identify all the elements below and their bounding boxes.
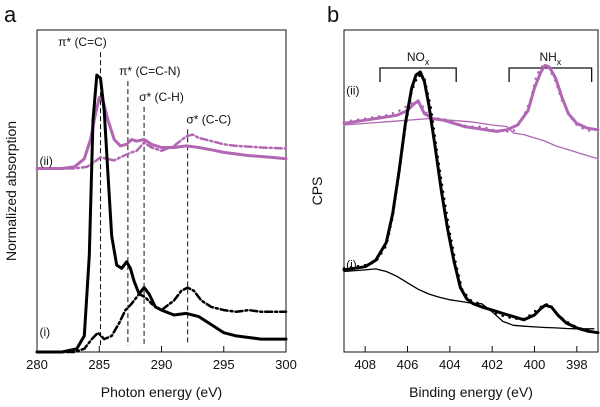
panel-b-y-axis-label: CPS: [309, 177, 325, 206]
panel-a-series: [35, 73, 288, 354]
annotation-label: π* (C=C-N): [119, 64, 180, 78]
x-tick-label: 408: [354, 357, 376, 372]
series-line--ii-fit-envelope: [342, 63, 600, 133]
panel-b-series-labels: (ii) (i): [346, 83, 359, 271]
panel-a-frame: [36, 29, 287, 353]
panel-b-x-ticks: 408 406 404 402 400 398: [354, 346, 588, 372]
panel-a-letter: a: [4, 2, 17, 27]
series-line--ii-background: [343, 117, 599, 160]
annotation-label: π* (C=C): [58, 35, 107, 49]
series-line--ii-solid: [35, 96, 288, 170]
bracket-label: NHx: [539, 50, 561, 67]
x-tick-label: 280: [26, 357, 48, 372]
x-tick-label: 300: [275, 357, 297, 372]
x-tick-label: 295: [213, 357, 235, 372]
series-line--i-solid: [35, 73, 288, 354]
panel-b-letter: b: [327, 2, 339, 27]
panel-a-chart: a π* (C=C) π* (C=C-N) σ* (C-H)σ* (C-C) 280…: [3, 2, 297, 400]
series-label: (i): [39, 325, 50, 339]
x-tick-label: 285: [88, 357, 110, 372]
panel-a-series-labels: (ii) (i): [39, 154, 52, 339]
series-line--ii-data-points: [342, 64, 596, 133]
series-label: (ii): [346, 83, 359, 97]
panel-a-x-axis-label: Photon energy (eV): [101, 384, 222, 400]
panel-a-x-ticks: 280 285 290 295 300: [26, 346, 297, 372]
x-tick-label: 400: [524, 357, 546, 372]
bracket-label: NOx: [407, 50, 430, 67]
annotation-label: σ* (C-C): [186, 112, 231, 126]
series-line--i-data-points: [342, 73, 593, 333]
panel-b-x-axis-label: Binding energy (eV): [409, 384, 533, 400]
series-label: (ii): [39, 154, 52, 168]
series-label: (i): [346, 257, 357, 271]
x-tick-label: 398: [566, 357, 588, 372]
series-line--i-fit-envelope: [342, 70, 600, 335]
panel-b-chart: b NOx NHx 408 406 404 402 400 398 (ii) (i) Bind…: [309, 2, 600, 400]
panel-a-y-axis-label: Normalized absorption: [3, 121, 19, 261]
x-tick-label: 404: [439, 357, 461, 372]
panel-b-brackets: NOx NHx: [379, 50, 593, 82]
series-line--i-dash-dot: [35, 286, 288, 354]
bracket: [379, 67, 457, 82]
panel-a-annotations: π* (C=C) π* (C=C-N) σ* (C-H)σ* (C-C): [58, 35, 231, 346]
panel-b-series: [342, 63, 600, 335]
x-tick-label: 402: [481, 357, 503, 372]
x-tick-label: 290: [151, 357, 173, 372]
x-tick-label: 406: [397, 357, 419, 372]
series-line--ii-dash-dot: [35, 133, 288, 170]
annotation-label: σ* (C-H): [139, 90, 184, 104]
panel-b-frame: [343, 29, 599, 353]
